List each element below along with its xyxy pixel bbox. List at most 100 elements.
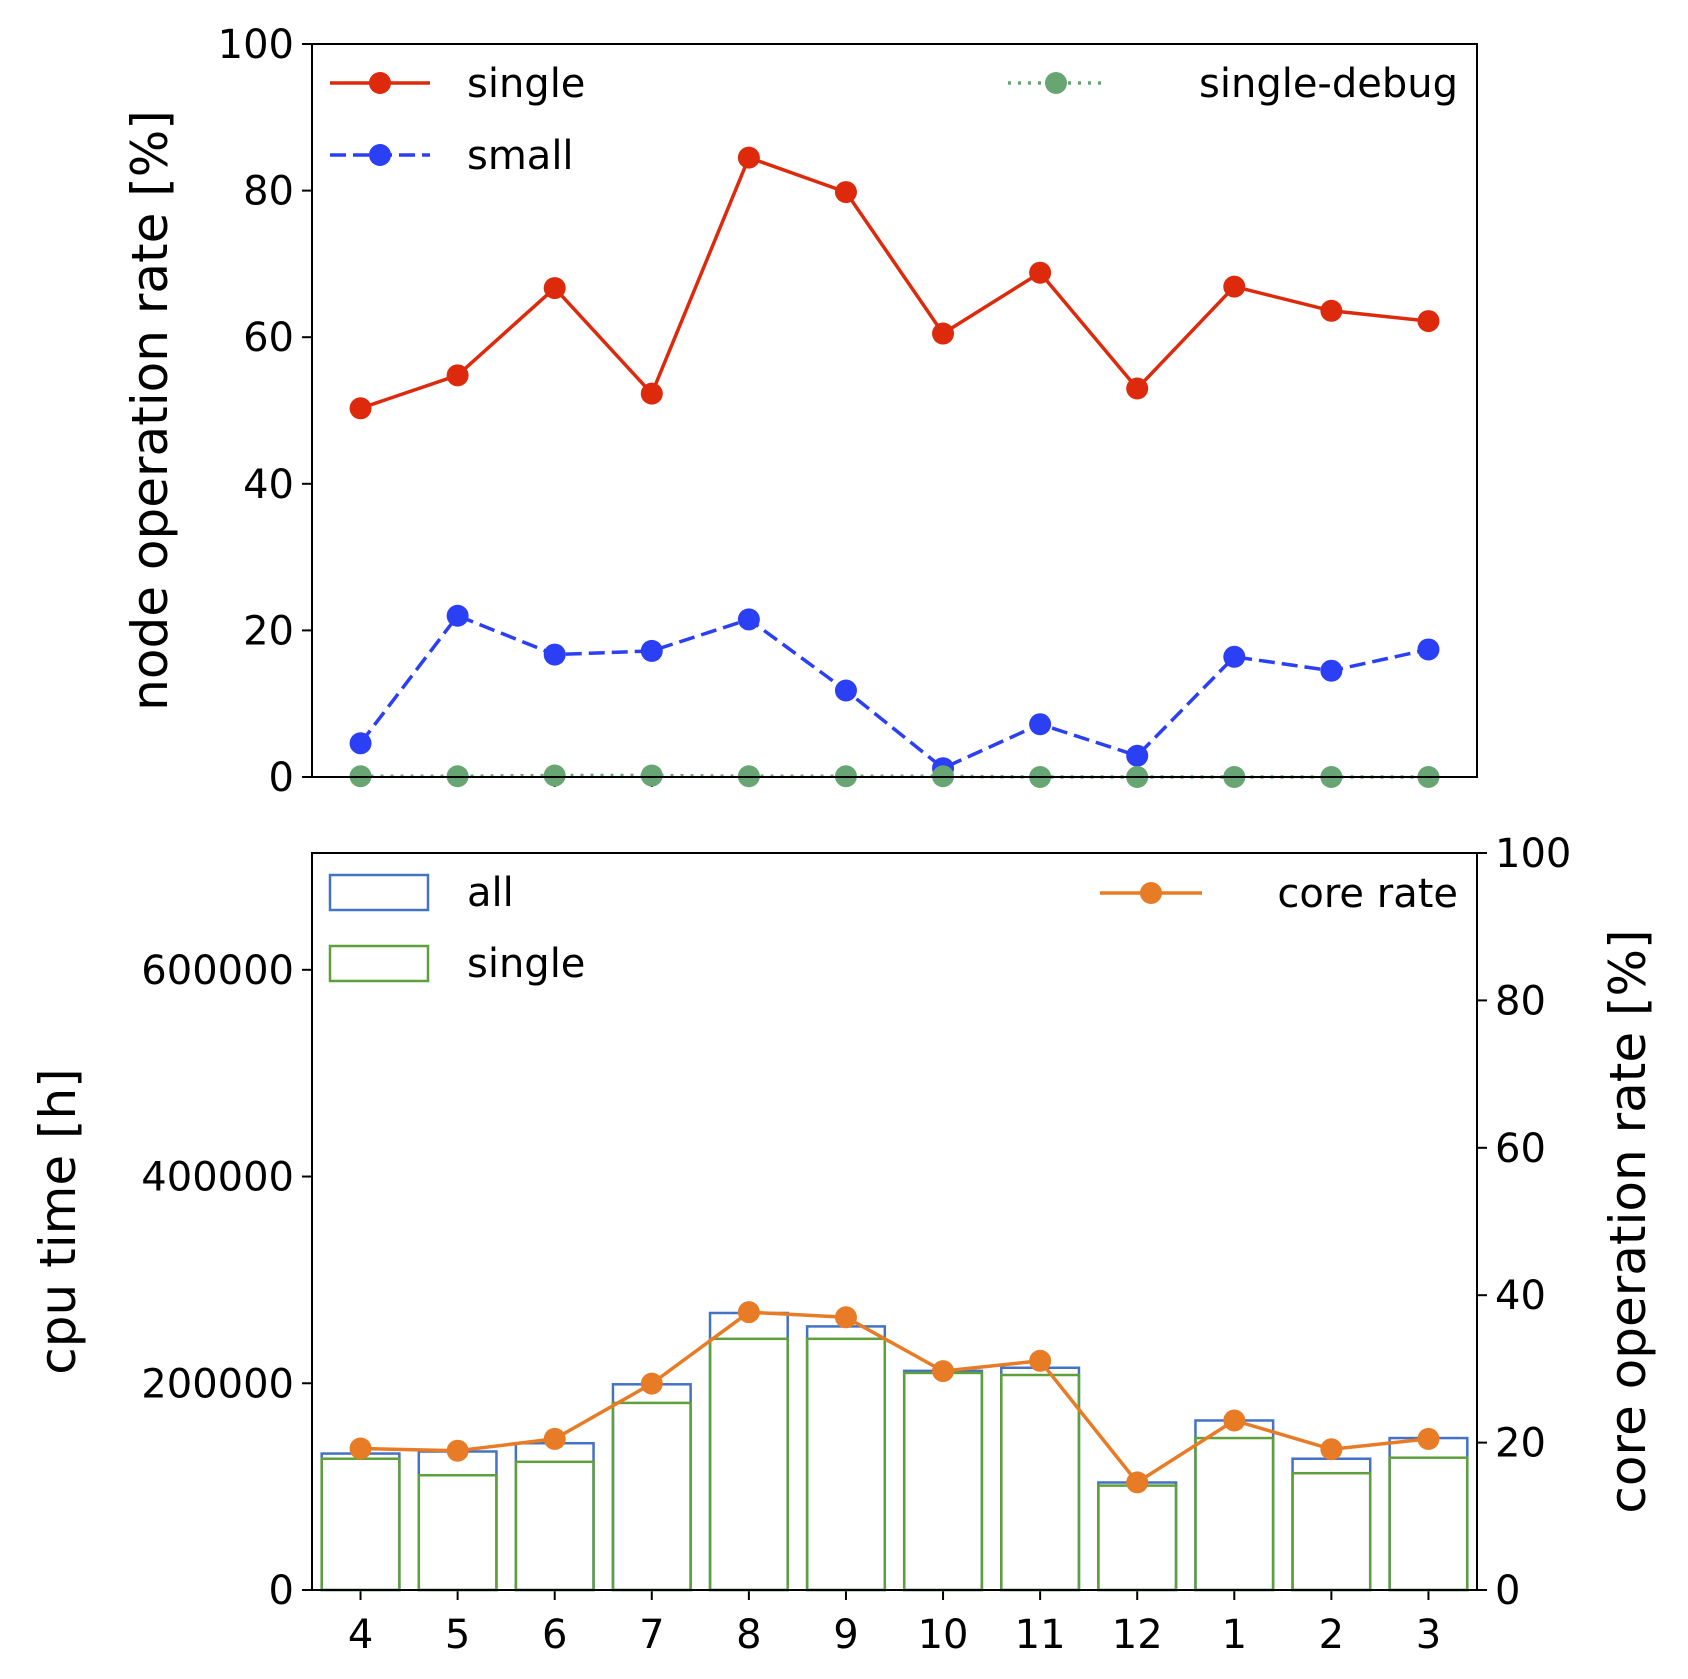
bar-single xyxy=(514,1460,595,1592)
data-point-core-rate xyxy=(1223,1409,1246,1432)
y2-tick-label: 40 xyxy=(1495,1273,1546,1319)
series-line-core-rate xyxy=(360,1310,1429,1485)
bar-all xyxy=(1097,1481,1178,1592)
bar-all xyxy=(708,1311,789,1592)
bar-all xyxy=(611,1383,692,1592)
data-point-single xyxy=(737,146,760,169)
x-tick-label: 9 xyxy=(833,1612,858,1658)
data-point-core-rate xyxy=(1417,1427,1440,1450)
data-point-core-rate xyxy=(1029,1349,1052,1372)
legend-label-single: single xyxy=(467,61,585,107)
plot-frame xyxy=(311,43,1478,778)
data-point-core-rate xyxy=(834,1306,857,1329)
series-line-single xyxy=(359,155,1429,410)
x-tick-label: 3 xyxy=(1416,1612,1441,1658)
cpu-time-chart: 0 200000 400000 600000 0 20 40 60 80 100 4 5 6 7 8 9 10 1… xyxy=(29,831,1657,1658)
bar-single xyxy=(1388,1456,1469,1592)
legend-swatch-single xyxy=(328,944,430,983)
y-tick-label: 400000 xyxy=(141,1155,294,1201)
legend-label-small: small xyxy=(467,133,574,179)
legend-marker-single xyxy=(369,72,391,94)
bar-single xyxy=(805,1337,887,1592)
y-axis-label: node operation rate [%] xyxy=(121,110,179,711)
data-point-core-rate xyxy=(1320,1438,1343,1461)
data-point-core-rate xyxy=(446,1439,469,1462)
data-point-single xyxy=(1223,275,1246,298)
legend-marker-core-rate xyxy=(1140,882,1162,904)
x-tick-label: 12 xyxy=(1112,1612,1163,1658)
legend-label-single: single xyxy=(467,941,585,987)
legend-label-core-rate: core rate xyxy=(1277,871,1458,917)
data-point-small xyxy=(834,679,857,702)
y-tick-label: 80 xyxy=(243,169,294,215)
data-point-small xyxy=(1126,744,1149,767)
x-tick-label: 11 xyxy=(1015,1612,1066,1658)
legend-marker-small xyxy=(369,144,391,166)
bar-single xyxy=(417,1474,498,1592)
data-point-core-rate xyxy=(543,1427,566,1450)
data-point-small xyxy=(737,608,760,631)
bar-single xyxy=(1194,1436,1275,1592)
data-point-small xyxy=(640,639,663,662)
y-tick-label: 40 xyxy=(243,462,294,508)
data-point-single-debug xyxy=(640,764,663,787)
legend-swatch-all xyxy=(328,873,430,912)
y2-axis-label: core operation rate [%] xyxy=(1599,929,1657,1513)
y-axis-label: cpu time [h] xyxy=(29,1068,87,1374)
y2-tick-label: 0 xyxy=(1495,1568,1520,1614)
legend-label-single-debug: single-debug xyxy=(1199,61,1458,107)
x-tick-label: 6 xyxy=(542,1612,567,1658)
data-point-single xyxy=(1029,261,1052,284)
data-point-core-rate xyxy=(640,1372,663,1395)
y-tick-label: 100 xyxy=(218,22,294,68)
y2-tick-label: 100 xyxy=(1495,831,1571,877)
data-point-single-debug xyxy=(543,764,566,787)
data-point-small xyxy=(446,604,469,627)
x-tick-label: 7 xyxy=(639,1612,664,1658)
y-tick-label: 20 xyxy=(243,608,294,654)
plot-frame xyxy=(311,852,1478,1591)
data-point-single xyxy=(640,382,663,405)
bar-single xyxy=(611,1401,692,1592)
data-point-single xyxy=(932,322,955,345)
data-point-small xyxy=(543,643,566,666)
series-line-small xyxy=(359,613,1429,770)
bar-all xyxy=(1291,1457,1372,1592)
data-point-single xyxy=(1417,310,1440,333)
x-tick-label: 4 xyxy=(348,1612,373,1658)
data-point-core-rate xyxy=(349,1437,372,1460)
x-tick-label: 1 xyxy=(1222,1612,1247,1658)
legend-marker-single-debug xyxy=(1045,72,1067,94)
data-point-core-rate xyxy=(932,1360,955,1383)
y-tick-label: 200000 xyxy=(141,1361,294,1407)
bar-single xyxy=(1291,1471,1372,1592)
legend-label-all: all xyxy=(467,870,514,916)
data-point-single xyxy=(1320,299,1343,322)
bar-single xyxy=(902,1371,984,1592)
y-tick-label: 0 xyxy=(269,1568,294,1614)
bar-all xyxy=(1000,1366,1081,1592)
y-tick-label: 600000 xyxy=(141,948,294,994)
data-point-small xyxy=(1320,659,1343,682)
y-tick-label: 0 xyxy=(269,755,294,801)
x-tick-label: 10 xyxy=(918,1612,969,1658)
y2-tick-label: 80 xyxy=(1495,978,1546,1024)
bar-all xyxy=(805,1325,887,1592)
data-point-small xyxy=(1417,638,1440,661)
bar-single xyxy=(1097,1484,1178,1592)
data-point-core-rate xyxy=(737,1301,760,1324)
bar-single xyxy=(320,1457,401,1592)
data-point-single xyxy=(1126,377,1149,400)
data-point-single xyxy=(446,364,469,387)
x-tick-label: 8 xyxy=(736,1612,761,1658)
data-point-single xyxy=(834,181,857,204)
y2-tick-label: 60 xyxy=(1495,1126,1546,1172)
data-point-core-rate xyxy=(1126,1471,1149,1494)
bar-all xyxy=(417,1450,498,1592)
bar-all xyxy=(1388,1436,1469,1592)
bar-single xyxy=(708,1337,789,1592)
bar-all xyxy=(902,1369,984,1592)
data-point-single xyxy=(543,277,566,300)
data-point-small xyxy=(1223,645,1246,668)
